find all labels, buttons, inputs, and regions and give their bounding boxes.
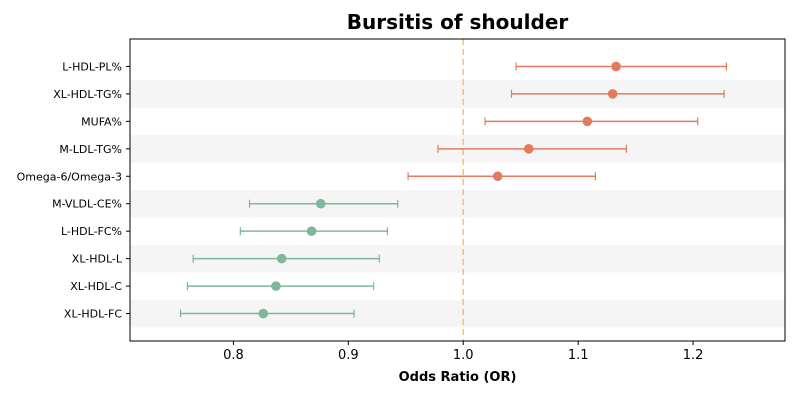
y-tick-label: XL-HDL-FC: [64, 308, 122, 321]
y-tick-label: L-HDL-PL%: [62, 60, 122, 73]
chart-title: Bursitis of shoulder: [347, 10, 569, 34]
y-tick-label: XL-HDL-L: [72, 253, 123, 266]
or-point: [315, 198, 326, 209]
forest-row-mark: [484, 116, 699, 127]
x-tick-label: 0.9: [338, 348, 359, 363]
or-point: [271, 281, 281, 291]
or-point: [523, 144, 534, 154]
x-tick-label: 1.1: [568, 348, 589, 363]
y-tick-label: M-LDL-TG%: [59, 143, 122, 156]
forest-row-mark: [239, 226, 389, 236]
forest-row-mark: [437, 144, 628, 154]
forest-row-mark: [179, 308, 355, 319]
y-tick-label: XL-HDL-TG%: [53, 88, 122, 101]
x-axis-ticks: 0.8 0.9 1.0 1.1 1.2: [223, 341, 703, 363]
y-tick-label: MUFA%: [81, 115, 122, 128]
forest-row-mark: [515, 61, 727, 72]
or-point: [276, 253, 287, 264]
y-tick-label: L-HDL-FC%: [61, 225, 122, 238]
forest-row-mark: [407, 171, 596, 182]
x-tick-label: 0.8: [223, 348, 244, 363]
forest-row-mark: [192, 253, 380, 264]
forest-row-mark: [248, 198, 399, 209]
or-point: [306, 226, 317, 236]
x-axis-label: Odds Ratio (OR): [399, 370, 517, 385]
or-point: [258, 308, 269, 319]
y-tick-label: XL-HDL-C: [70, 280, 122, 293]
y-tick-label: Omega-6/Omega-3: [17, 170, 122, 183]
x-tick-label: 1.2: [683, 348, 704, 363]
x-tick-label: 1.0: [453, 348, 474, 363]
forest-row-mark: [510, 89, 725, 99]
or-point: [582, 116, 593, 127]
or-point: [611, 61, 621, 72]
row-bands: [130, 80, 785, 328]
y-axis-labels: L-HDL-PL% XL-HDL-TG% MUFA% M-LDL-TG% Omega-6…: [17, 60, 130, 321]
plot-frame: [129, 38, 786, 342]
or-point: [607, 89, 618, 99]
or-point: [492, 171, 503, 182]
data-marks: [179, 61, 727, 319]
row-band: [130, 190, 785, 218]
y-tick-label: M-VLDL-CE%: [52, 198, 122, 211]
forest-row-mark: [186, 281, 375, 291]
